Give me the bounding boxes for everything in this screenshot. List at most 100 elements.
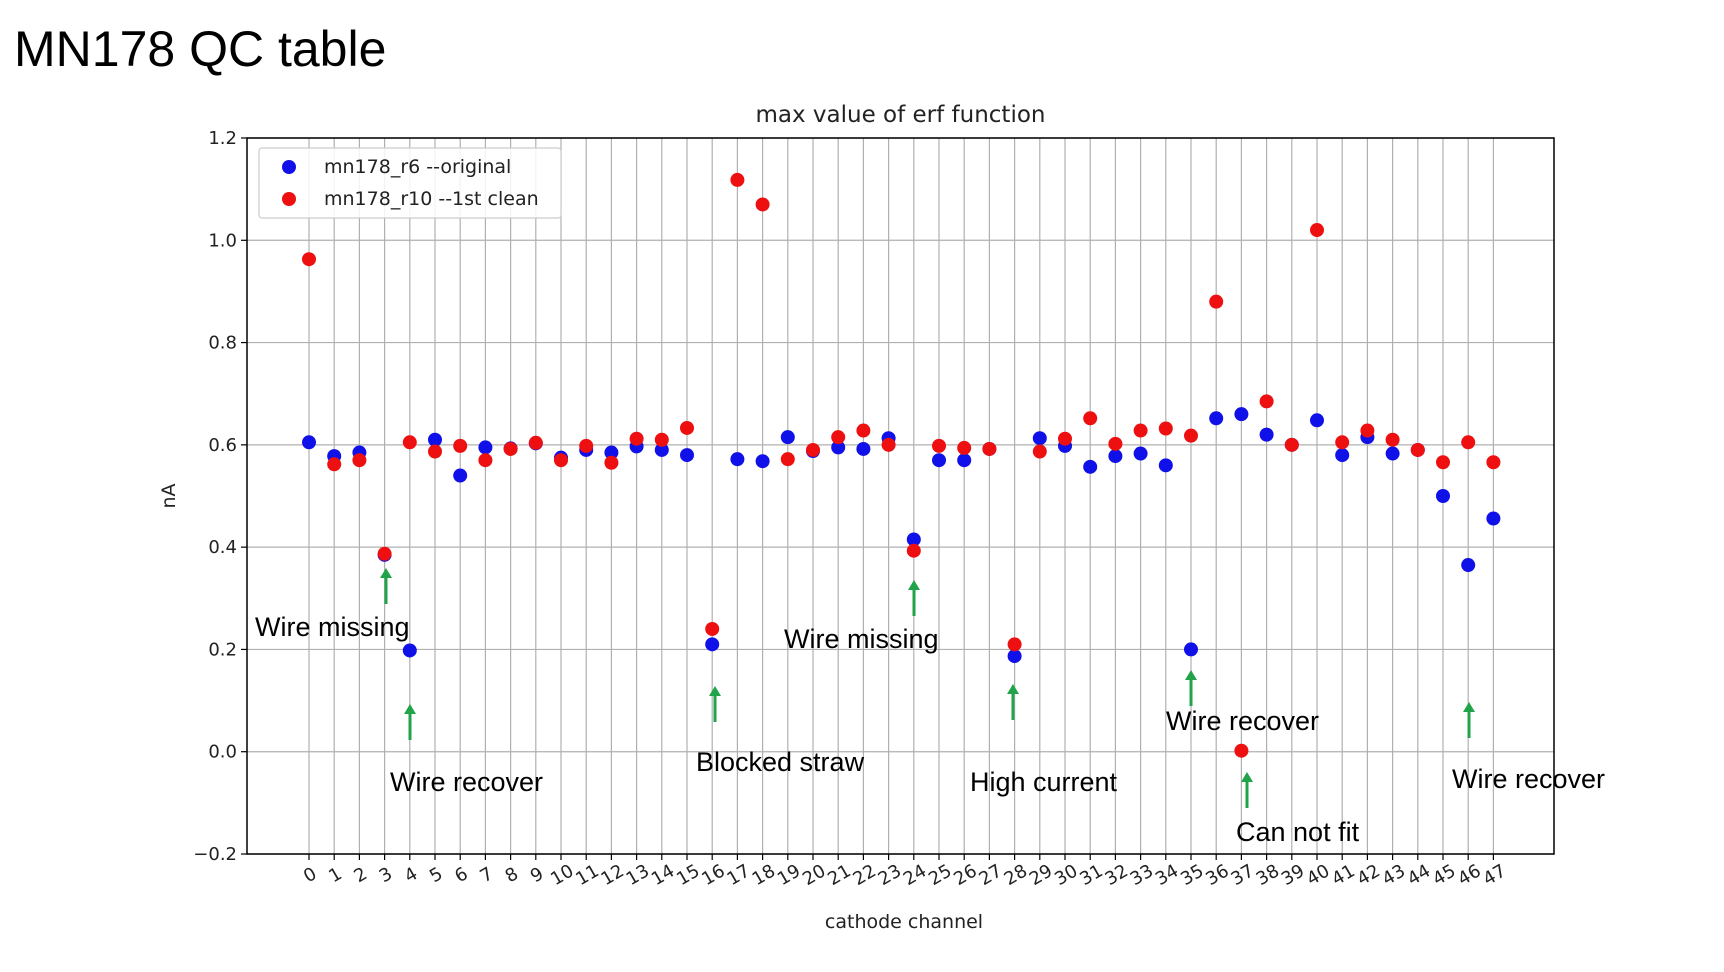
- point-1st-clean: [1335, 435, 1350, 450]
- x-tick-label: 15: [673, 860, 703, 890]
- y-tick-label: 0.4: [208, 537, 237, 558]
- point-original: [453, 468, 468, 483]
- point-1st-clean: [604, 455, 619, 470]
- point-original: [1310, 413, 1324, 428]
- point-original: [680, 448, 694, 463]
- point-1st-clean: [1410, 442, 1425, 457]
- point-1st-clean: [503, 441, 518, 456]
- x-tick-label: 30: [1051, 860, 1081, 890]
- point-original: [755, 454, 770, 469]
- point-1st-clean: [1310, 223, 1324, 238]
- point-1st-clean: [1461, 435, 1476, 450]
- annotation-arrow-head: [1185, 670, 1197, 680]
- point-original: [957, 453, 972, 468]
- point-original: [1133, 446, 1148, 461]
- x-tick-label: 32: [1101, 860, 1131, 890]
- point-original: [478, 440, 493, 455]
- x-tick-label: 26: [950, 860, 980, 890]
- y-tick-label: 0.0: [208, 742, 237, 763]
- point-1st-clean: [1486, 455, 1501, 470]
- x-tick-label: 4: [401, 863, 421, 887]
- x-tick-label: 2: [350, 863, 370, 887]
- y-axis-label: nA: [158, 483, 180, 508]
- x-tick-label: 43: [1379, 860, 1409, 890]
- annotations: Wire missing Wire recover Blocked straw Wir…: [255, 568, 1605, 847]
- point-1st-clean: [352, 453, 367, 468]
- point-original: [705, 637, 720, 652]
- annotation-label: Wire recover: [1452, 764, 1605, 794]
- x-tick-label: 21: [824, 860, 854, 890]
- x-tick-label: 44: [1404, 860, 1434, 890]
- point-1st-clean: [856, 423, 871, 438]
- point-1st-clean: [806, 442, 820, 457]
- x-tick-label: 17: [723, 860, 753, 890]
- point-1st-clean: [528, 435, 543, 450]
- point-original: [654, 442, 669, 457]
- x-axis-label: cathode channel: [825, 911, 983, 933]
- point-1st-clean: [428, 444, 442, 459]
- point-original: [1234, 407, 1249, 422]
- annotation-arrow-head: [1007, 684, 1019, 694]
- y-tick-label: −0.2: [193, 844, 237, 865]
- annotation-label: Wire missing: [784, 624, 939, 654]
- point-1st-clean: [629, 431, 644, 446]
- point-1st-clean: [478, 453, 493, 468]
- point-original: [1461, 558, 1476, 573]
- point-original: [402, 643, 417, 658]
- point-1st-clean: [554, 453, 568, 468]
- point-1st-clean: [705, 621, 720, 636]
- point-original: [1385, 446, 1400, 461]
- point-original: [1259, 427, 1274, 442]
- x-tick-label: 0: [300, 863, 320, 887]
- x-tick-label: 34: [1152, 860, 1182, 890]
- point-original: [780, 430, 795, 445]
- x-tick-label: 47: [1479, 860, 1509, 890]
- x-tick-label: 38: [1253, 860, 1283, 890]
- point-1st-clean: [755, 197, 770, 212]
- point-1st-clean: [1158, 421, 1173, 436]
- point-1st-clean: [982, 441, 997, 456]
- point-original: [604, 445, 619, 460]
- chart-title: max value of erf function: [755, 102, 1045, 128]
- x-tick-label: 16: [698, 860, 728, 890]
- y-tick-label: 0.8: [208, 333, 237, 354]
- point-original: [428, 432, 442, 447]
- x-tick-label: 13: [623, 860, 653, 890]
- x-tick-label: 40: [1303, 860, 1333, 890]
- legend-marker: [282, 192, 296, 206]
- point-original: [1032, 431, 1047, 446]
- y-tick-label: 1.0: [208, 230, 237, 251]
- x-tick-label: 18: [749, 860, 779, 890]
- point-1st-clean: [1108, 436, 1123, 451]
- x-tick-label: 19: [774, 860, 804, 890]
- data-points: [302, 172, 1501, 758]
- x-tick-label: 27: [975, 860, 1005, 890]
- legend-label: mn178_r6 --original: [324, 156, 511, 178]
- point-original: [1436, 489, 1450, 503]
- x-tick-label: 42: [1353, 860, 1383, 890]
- point-original: [1335, 448, 1350, 463]
- legend-marker: [282, 160, 296, 174]
- point-1st-clean: [780, 452, 795, 467]
- point-original: [1209, 411, 1224, 426]
- point-original: [1007, 649, 1022, 664]
- x-tick-label: 7: [476, 863, 496, 887]
- x-tick-label: 9: [527, 863, 547, 887]
- x-tick-label: 10: [547, 860, 577, 890]
- point-1st-clean: [1385, 432, 1400, 447]
- x-tick-label: 36: [1202, 860, 1232, 890]
- point-1st-clean: [377, 546, 392, 561]
- point-original: [1184, 642, 1198, 657]
- y-tick-label: 0.2: [208, 639, 237, 660]
- x-tick-label: 35: [1177, 860, 1207, 890]
- annotation-label: Blocked straw: [696, 747, 865, 777]
- point-1st-clean: [881, 437, 896, 452]
- point-1st-clean: [680, 420, 694, 435]
- point-1st-clean: [1209, 294, 1224, 309]
- point-original: [906, 532, 921, 547]
- point-1st-clean: [1058, 431, 1072, 446]
- x-tick-label: 41: [1328, 860, 1358, 890]
- annotation-label: Wire missing: [255, 612, 410, 642]
- annotation-arrow-head: [380, 568, 392, 578]
- point-1st-clean: [1284, 437, 1299, 452]
